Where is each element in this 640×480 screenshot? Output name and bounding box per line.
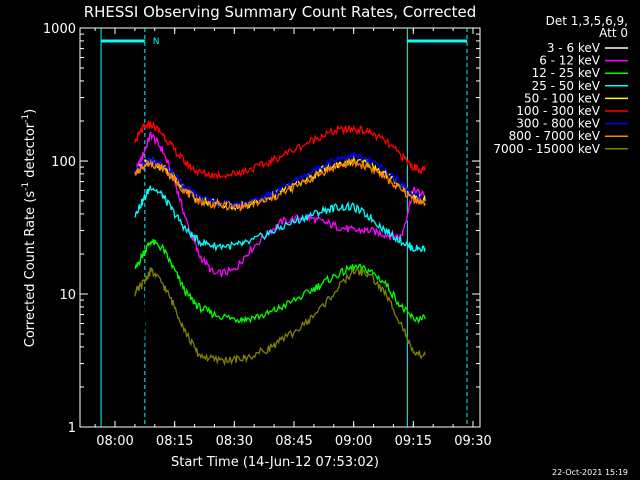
series-line-6 xyxy=(134,151,426,209)
legend-entry-label: 50 - 100 keV xyxy=(524,91,601,105)
x-tick-label: 08:00 xyxy=(96,434,133,449)
chart-title: RHESSI Observing Summary Count Rates, Co… xyxy=(84,3,477,21)
series-line-0 xyxy=(142,126,426,377)
y-axis-label-sup1: -1 xyxy=(21,182,31,191)
legend-entry-label: 25 - 50 keV xyxy=(532,79,601,93)
y-tick-label: 100 xyxy=(51,155,76,170)
series-line-7 xyxy=(134,158,426,212)
y-axis-label-sup2: -1 xyxy=(21,114,31,123)
legend-entry-label: 300 - 800 keV xyxy=(516,117,600,131)
legend-header-attenuator: Att 0 xyxy=(599,26,628,40)
legend-entry-label: 3 - 6 keV xyxy=(547,41,601,55)
legend-entry-label: 100 - 300 keV xyxy=(516,104,600,118)
y-tick-label: 10 xyxy=(59,288,76,303)
y-axis-label: Corrected Count Rate (s-1 detector-1) xyxy=(21,109,38,347)
legend-header-detectors: Det 1,3,5,6,9, xyxy=(546,14,628,28)
series-layer xyxy=(134,119,426,377)
annotation-label: N xyxy=(153,37,160,47)
legend-entry-label: 12 - 25 keV xyxy=(532,66,601,80)
series-line-5 xyxy=(134,119,426,181)
legend-entry-label: 800 - 7000 keV xyxy=(509,129,601,143)
y-tick-label: 1 xyxy=(68,421,76,436)
x-tick-label: 09:00 xyxy=(335,434,372,449)
y-axis-label-end: ) xyxy=(23,109,38,114)
x-tick-label: 08:45 xyxy=(275,434,312,449)
plot-area xyxy=(79,27,481,428)
y-tick-label: 1000 xyxy=(43,22,76,37)
vertical-markers: N xyxy=(100,28,468,427)
x-tick-label: 08:15 xyxy=(156,434,193,449)
x-axis-label: Start Time (14-Jun-12 07:53:02) xyxy=(171,455,379,470)
x-tick-label: 09:30 xyxy=(454,434,491,449)
series-line-2 xyxy=(134,238,426,325)
series-line-8 xyxy=(134,266,426,367)
y-axis: 1 10 100 1000 xyxy=(43,22,480,436)
series-line-3 xyxy=(134,185,426,253)
plot-frame xyxy=(79,27,481,428)
x-tick-label: 09:15 xyxy=(395,434,432,449)
x-tick-label: 08:30 xyxy=(216,434,253,449)
legend-entry-label: 6 - 12 keV xyxy=(539,54,601,68)
footer-timestamp: 22-Oct-2021 15:19 xyxy=(552,468,628,477)
y-axis-label-mid: detector xyxy=(23,122,38,182)
legend-entry-label: 7000 - 15000 keV xyxy=(493,142,600,156)
x-axis: 08:00 08:15 08:30 08:45 09:00 09:15 09:30 xyxy=(94,28,492,449)
y-axis-label-main: Corrected Count Rate (s xyxy=(23,191,38,348)
